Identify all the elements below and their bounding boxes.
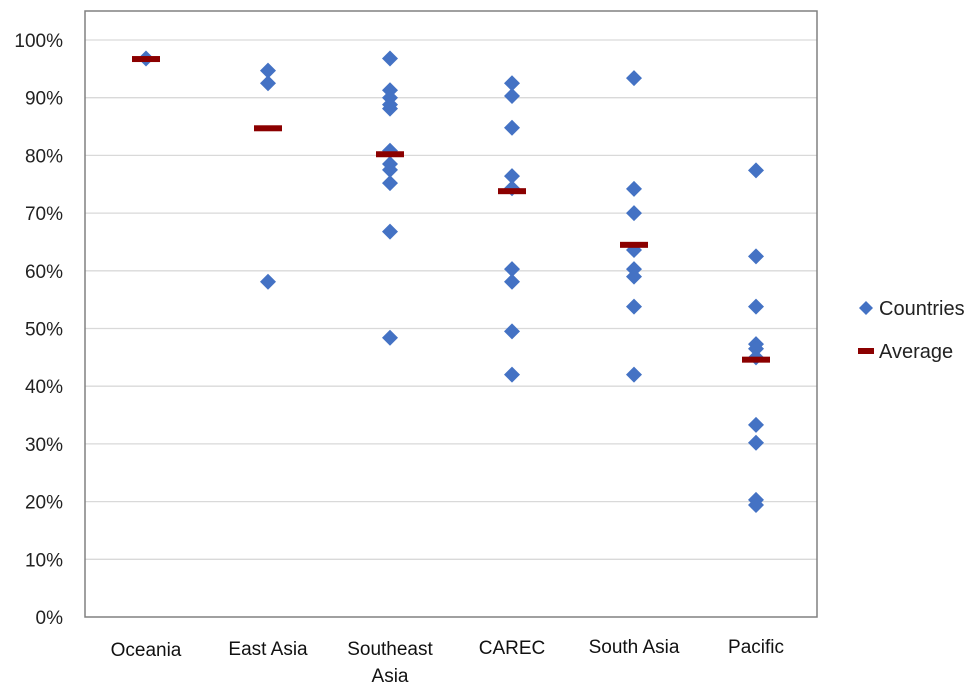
country-point	[626, 180, 642, 197]
legend-average-label: Average	[879, 341, 953, 363]
country-point	[626, 205, 642, 222]
average-marker	[254, 125, 282, 132]
plot-area-frame	[84, 10, 818, 618]
x-category-label: Southeast	[347, 639, 433, 660]
country-point	[626, 366, 642, 383]
country-points	[138, 50, 764, 514]
y-tick-label: 30%	[25, 435, 63, 456]
y-tick-label: 20%	[25, 493, 63, 514]
average-marker	[620, 241, 648, 248]
y-tick-label: 90%	[25, 89, 63, 110]
country-point	[504, 168, 520, 185]
x-category-label: Oceania	[111, 640, 182, 661]
country-point	[260, 75, 276, 92]
legend: Countries Average	[858, 298, 965, 363]
y-tick-label: 40%	[25, 377, 63, 398]
country-point	[382, 329, 398, 346]
country-point	[382, 175, 398, 192]
average-marker	[376, 151, 404, 158]
country-point	[748, 298, 764, 315]
average-marker	[742, 356, 770, 363]
country-point	[626, 70, 642, 87]
y-tick-label: 0%	[36, 608, 64, 629]
country-point	[504, 273, 520, 290]
legend-countries-label: Countries	[879, 298, 965, 320]
x-category-label: CAREC	[479, 638, 546, 659]
y-tick-label: 10%	[25, 550, 63, 571]
country-point	[748, 416, 764, 433]
y-axis-tick-labels: 0% 10% 20% 30% 40% 50% 60% 70% 80% 90% 100%	[14, 31, 63, 629]
country-point	[504, 75, 520, 92]
y-tick-label: 100%	[14, 31, 63, 52]
y-tick-label: 50%	[25, 320, 63, 341]
country-point	[260, 273, 276, 290]
country-point	[382, 223, 398, 240]
x-category-label: Pacific	[728, 637, 784, 658]
country-point	[382, 161, 398, 178]
x-category-label: South Asia	[589, 637, 680, 658]
average-markers	[132, 56, 770, 363]
y-tick-label: 80%	[25, 146, 63, 167]
country-point	[748, 162, 764, 179]
country-point	[626, 298, 642, 315]
average-marker	[498, 188, 526, 195]
y-tick-label: 70%	[25, 204, 63, 225]
gridlines	[85, 39, 817, 560]
country-point	[504, 87, 520, 104]
country-point	[260, 62, 276, 79]
average-marker	[132, 56, 160, 63]
country-point	[504, 119, 520, 136]
y-tick-label: 60%	[25, 262, 63, 283]
x-category-label: Asia	[372, 666, 409, 687]
country-point	[504, 366, 520, 383]
x-category-label: East Asia	[228, 639, 308, 660]
x-axis-category-labels: Oceania East Asia Southeast Asia CAREC South …	[111, 637, 784, 687]
country-point	[382, 50, 398, 67]
country-point	[748, 340, 764, 357]
country-point	[626, 268, 642, 285]
country-point	[504, 261, 520, 278]
country-point	[748, 248, 764, 265]
legend-countries-symbol	[859, 301, 873, 315]
country-point	[748, 497, 764, 514]
country-point	[382, 100, 398, 117]
country-point	[748, 434, 764, 451]
country-point	[504, 323, 520, 340]
legend-average-symbol	[858, 348, 874, 354]
